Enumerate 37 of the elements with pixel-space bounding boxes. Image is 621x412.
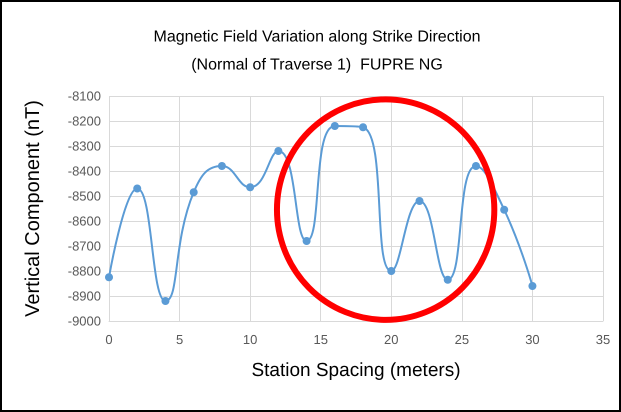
y-tick-label: -8200 [68,114,101,128]
x-tick-label: 0 [105,332,113,347]
point [330,122,339,130]
point [105,273,113,282]
point [416,197,424,205]
x-tick-label: 30 [525,332,540,347]
y-tick-label: -8400 [68,164,101,178]
point [302,237,311,245]
y-tick-label: -8500 [68,188,101,204]
point [359,123,368,132]
y-tick-label: -8300 [68,138,101,154]
point [528,282,536,290]
y-tick-label: -8900 [68,288,101,304]
point [500,206,508,214]
point [274,147,282,155]
x-tick-label: 5 [176,332,184,347]
point [387,267,396,275]
y-tick-label: -8700 [68,238,101,254]
point [218,162,226,170]
x-tick-label: 35 [596,332,610,347]
y-tick-label: -8100 [68,88,101,104]
point [246,183,254,192]
x-tick-label: 20 [384,332,399,347]
point [133,184,142,192]
chart-title: Magnetic Field Variation along Strike Direction (Normal of Traverse 1) FUPRE NG [154,28,480,74]
point [161,297,170,305]
point [444,276,452,284]
point [190,188,198,196]
x-tick-label: 10 [242,332,258,347]
y-axis-title: Vertical Component (nT) [22,100,44,317]
x-tick-label: 15 [313,332,328,347]
y-tick-label: -8800 [68,264,101,278]
x-axis-title: Station Spacing (meters) [251,360,461,381]
x-tick-label: 25 [454,332,470,347]
y-tick-label: -9000 [68,314,101,328]
point [472,162,480,170]
y-tick-label: -8600 [68,214,101,228]
